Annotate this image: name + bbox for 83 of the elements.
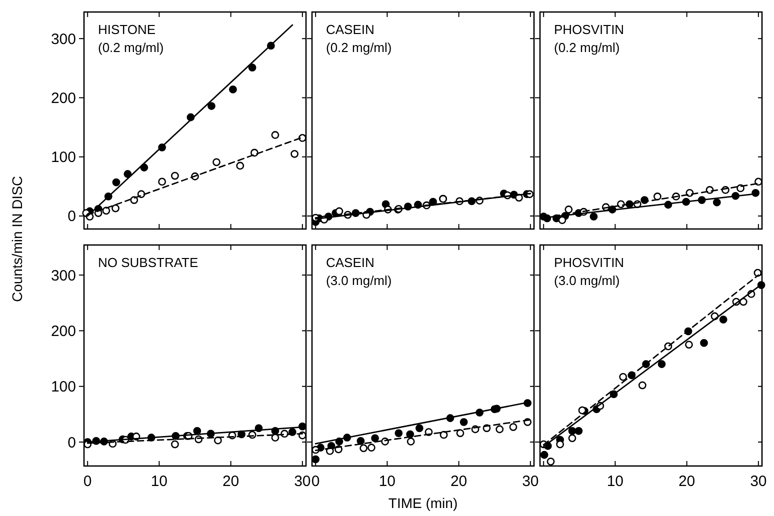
text: (3.0 mg/ml) xyxy=(554,273,620,288)
point xyxy=(712,198,721,206)
x-tick-label: 30 xyxy=(294,473,311,490)
point xyxy=(371,434,379,442)
x-tick-label: 0 xyxy=(83,473,92,490)
point xyxy=(754,268,762,277)
y-tick-label: 100 xyxy=(50,149,76,166)
x-tick-label: 10 xyxy=(606,473,624,490)
point xyxy=(568,426,576,435)
point xyxy=(158,178,166,186)
text: (0.2 mg/ml) xyxy=(98,40,164,55)
text: NO SUBSTRATE xyxy=(98,255,198,270)
point xyxy=(112,178,120,186)
point xyxy=(496,425,504,434)
point xyxy=(112,204,120,212)
y-tick-label: 0 xyxy=(68,208,76,226)
point xyxy=(456,429,464,438)
x-tick-label: 30 xyxy=(522,473,539,490)
text: CASEIN xyxy=(326,255,374,270)
point xyxy=(208,102,216,110)
point xyxy=(546,458,555,466)
point xyxy=(248,64,256,72)
text: CASEIN xyxy=(326,22,374,37)
point xyxy=(754,178,762,186)
point xyxy=(440,430,448,439)
point xyxy=(653,192,662,200)
point xyxy=(658,360,666,368)
point xyxy=(360,444,368,452)
point xyxy=(271,131,280,139)
x-tick-label: 20 xyxy=(222,473,240,490)
point xyxy=(564,206,573,214)
point xyxy=(271,434,280,442)
point xyxy=(236,162,244,170)
point xyxy=(415,424,424,432)
point xyxy=(130,196,138,204)
point xyxy=(590,212,598,221)
x-tick-label: 0 xyxy=(311,473,320,490)
point xyxy=(394,429,403,438)
text: PHOSVITIN xyxy=(554,22,624,37)
x-tick-label: 10 xyxy=(150,473,168,490)
x-tick-label: 20 xyxy=(450,473,468,490)
y-tick-label: 0 xyxy=(68,434,76,452)
y-tick-label: 100 xyxy=(50,378,76,396)
point xyxy=(540,450,548,459)
point xyxy=(298,134,306,142)
point xyxy=(290,150,298,158)
point xyxy=(509,423,518,431)
point xyxy=(212,158,220,166)
text: (3.0 mg/ml) xyxy=(326,273,392,288)
text: PHOSVITIN xyxy=(554,255,624,270)
point xyxy=(367,444,376,452)
point xyxy=(229,86,237,94)
point xyxy=(719,316,728,324)
point xyxy=(574,426,583,435)
point xyxy=(638,381,646,390)
point xyxy=(193,426,202,435)
y-tick-label: 200 xyxy=(50,90,76,107)
point xyxy=(102,206,110,215)
point xyxy=(558,216,566,224)
x-tick-label: 20 xyxy=(678,473,696,490)
point xyxy=(460,418,468,426)
point xyxy=(335,207,344,216)
point xyxy=(685,340,693,349)
point xyxy=(406,438,415,446)
y-tick-label: 300 xyxy=(50,267,76,284)
y-tick-label: 300 xyxy=(50,30,76,48)
point xyxy=(700,339,708,347)
y-tick-label: 200 xyxy=(50,322,76,340)
point xyxy=(214,436,222,444)
point xyxy=(124,170,132,178)
point xyxy=(171,172,179,180)
point xyxy=(171,440,179,448)
x-tick-label: 30 xyxy=(750,473,767,490)
point xyxy=(568,434,576,442)
x-axis-title: TIME (min) xyxy=(388,495,458,511)
text: HISTONE xyxy=(98,22,156,37)
text: (0.2 mg/ml) xyxy=(554,40,620,55)
point xyxy=(312,455,320,464)
y-axis-title: Counts/min IN DISC xyxy=(9,176,25,302)
point xyxy=(356,437,365,445)
text: (0.2 mg/ml) xyxy=(326,40,392,55)
point xyxy=(619,372,628,381)
x-tick-label: 10 xyxy=(378,473,396,490)
